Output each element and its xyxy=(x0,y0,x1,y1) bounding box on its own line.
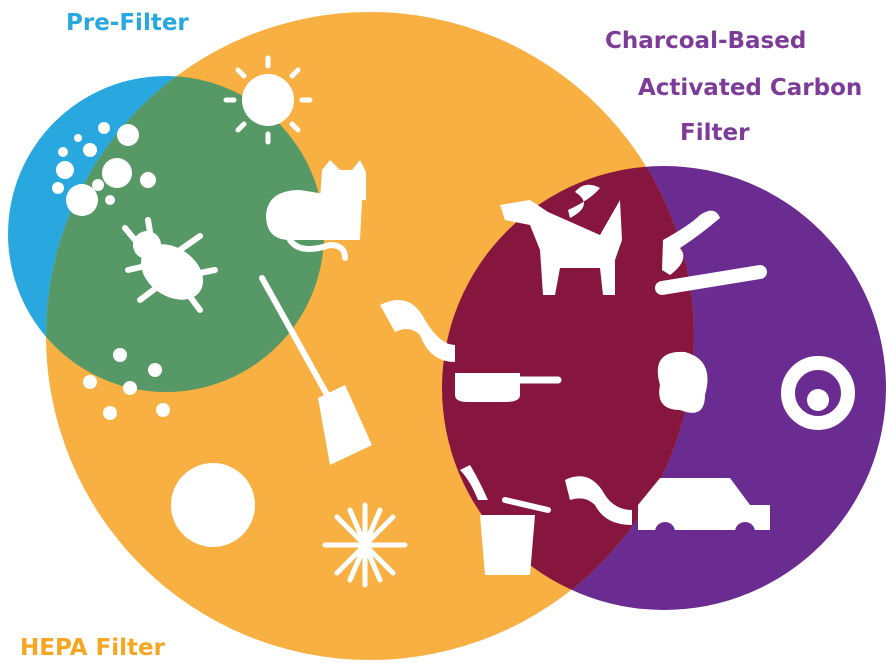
carbon-label-line: Activated Carbon xyxy=(638,75,862,101)
carbon-label-line: Filter xyxy=(680,120,750,146)
carbon-label-line: Charcoal-Based xyxy=(605,28,806,54)
icons xyxy=(52,55,855,588)
hepa-label: HEPA Filter xyxy=(20,635,166,661)
pre-hepa-overlap xyxy=(46,76,324,392)
pre-filter-label: Pre-Filter xyxy=(66,10,189,36)
